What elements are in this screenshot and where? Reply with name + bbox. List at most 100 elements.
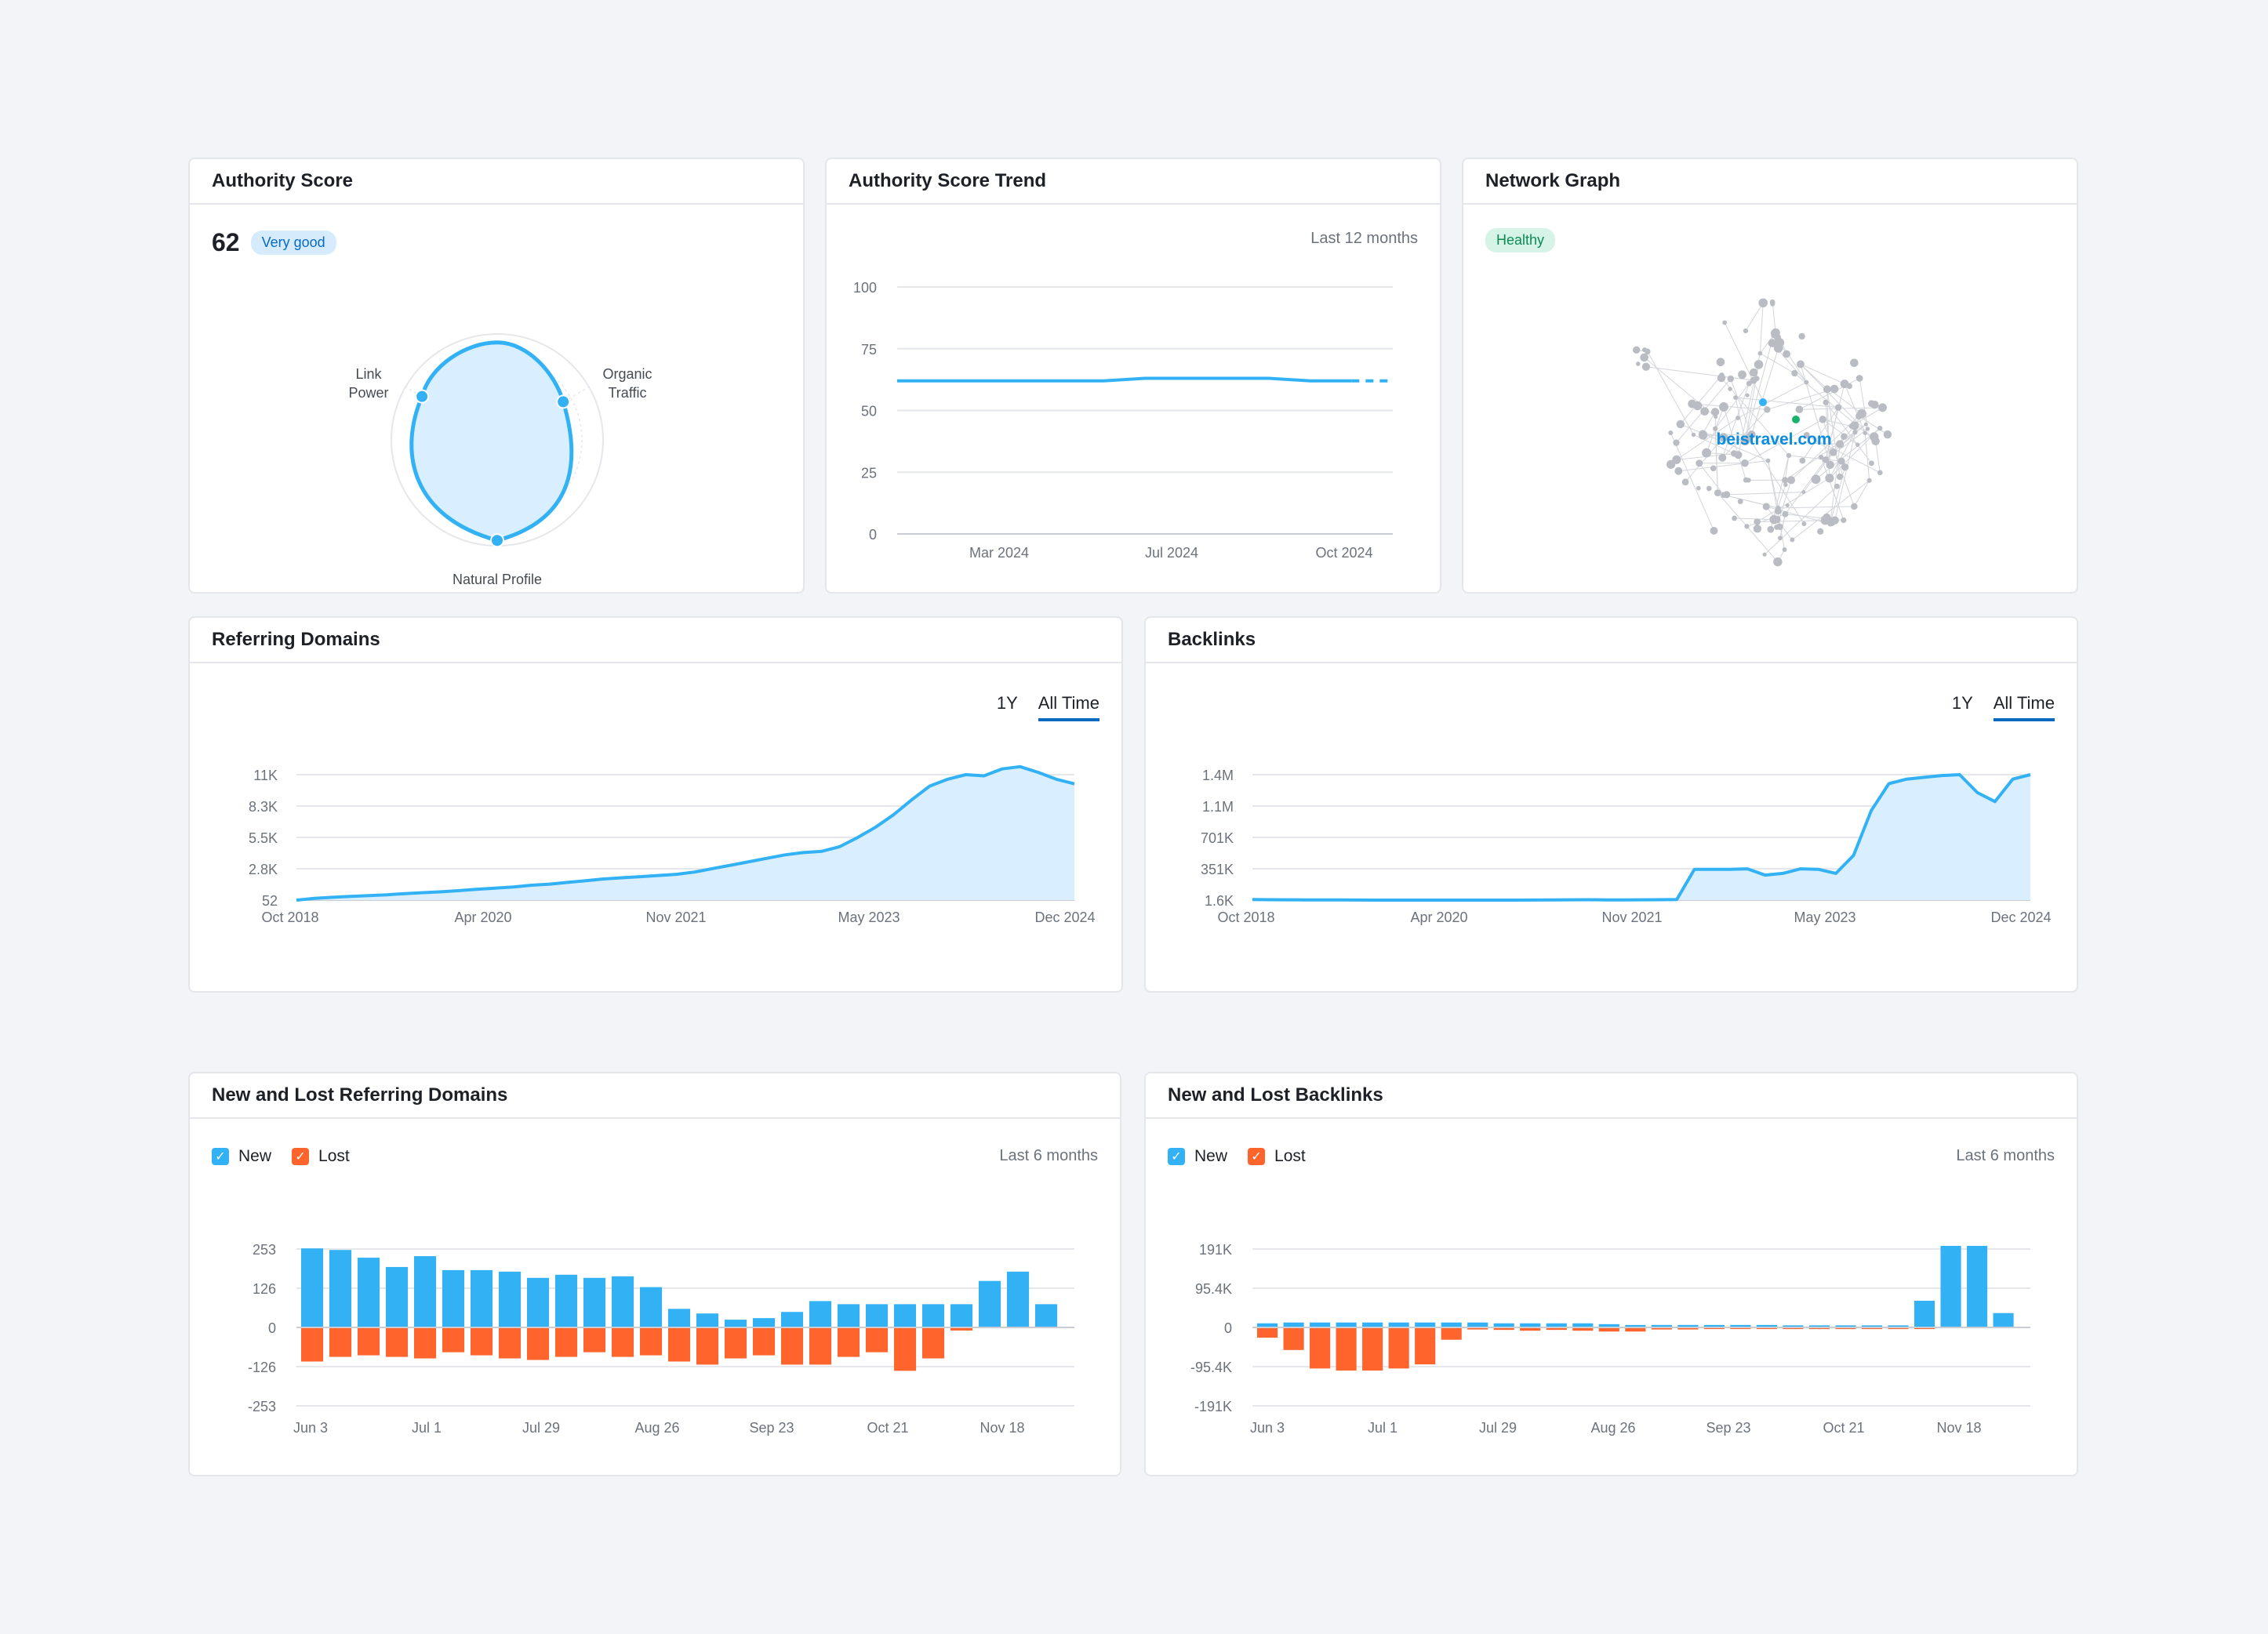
x-tick-label: Oct 21 (867, 1420, 908, 1436)
network-node (1770, 301, 1776, 307)
network-edge (1645, 366, 1754, 381)
x-tick-label: Sep 23 (1706, 1420, 1750, 1436)
bar-lost (1835, 1327, 1856, 1330)
network-edge (1676, 417, 1739, 460)
network-edge (1748, 438, 1805, 525)
bar-new (1467, 1322, 1488, 1327)
tab-1y[interactable]: 1Y (996, 693, 1018, 713)
radar-label-line: Link (355, 366, 382, 382)
tab-all-time[interactable]: All Time (1038, 693, 1099, 721)
network-edge (1778, 506, 1855, 509)
period-label: Last 6 months (999, 1147, 1098, 1164)
network-node (1866, 477, 1872, 483)
network-node (1798, 332, 1805, 340)
network-node (1767, 525, 1775, 533)
network-node (1745, 393, 1750, 398)
bar-lost (1257, 1327, 1278, 1338)
card-header: Network Graph (1463, 159, 2077, 205)
y-tick-label: 0 (268, 1320, 276, 1336)
status-badge: Healthy (1485, 228, 1556, 252)
tab-1y[interactable]: 1Y (1951, 693, 1973, 713)
network-node (1803, 432, 1810, 438)
network-node (1716, 358, 1725, 367)
bar-new (1756, 1324, 1777, 1327)
bar-lost (555, 1327, 578, 1357)
bar-new (583, 1277, 606, 1327)
network-node (1632, 346, 1641, 354)
network-node (1774, 524, 1780, 530)
bar-new (1835, 1325, 1856, 1327)
x-tick-label: Apr 2020 (454, 910, 511, 925)
network-node (1702, 448, 1711, 458)
network-node (1721, 492, 1727, 499)
bar-lost (640, 1327, 663, 1356)
x-tick-label: Apr 2020 (1410, 910, 1467, 925)
network-node (1727, 375, 1735, 383)
bar-lost (414, 1327, 437, 1359)
network-edge (1806, 434, 1881, 474)
y-tick-label: 351K (1201, 862, 1234, 877)
legend-lost[interactable]: ✓ Lost (292, 1147, 350, 1166)
bar-new (1388, 1322, 1409, 1327)
trend-line (897, 376, 1352, 383)
bar-lost (1493, 1327, 1514, 1331)
bar-lost (1808, 1327, 1830, 1330)
bar-new (1940, 1246, 1961, 1327)
bar-new (527, 1277, 550, 1327)
period-label: Last 12 months (1310, 230, 1418, 247)
bar-new (894, 1304, 917, 1327)
network-edge (1859, 416, 1888, 435)
network-node (1691, 432, 1696, 438)
y-tick-label: 0 (869, 527, 877, 543)
y-tick-label: 0 (1224, 1320, 1232, 1336)
network-node-primary (1759, 398, 1767, 406)
bar-new (1257, 1323, 1278, 1327)
network-edge (1765, 506, 1793, 540)
network-edge (1723, 494, 1779, 509)
bar-lost (725, 1327, 747, 1359)
bar-new (1861, 1325, 1883, 1327)
card-header: Authority Score Trend (827, 159, 1440, 205)
bar-lost (612, 1327, 634, 1357)
network-node (1836, 473, 1844, 481)
network-node (1700, 407, 1709, 416)
period-label: Last 6 months (1956, 1147, 2055, 1164)
chart-legend: ✓ New ✓ Lost (1168, 1147, 1306, 1166)
bar-new (1993, 1313, 2014, 1327)
bar-lost (1730, 1327, 1751, 1330)
network-edge (1644, 357, 1716, 417)
card-title: New and Lost Referring Domains (212, 1084, 508, 1106)
area-fill (296, 766, 1074, 900)
network-edge (1670, 432, 1714, 532)
network-node (1710, 526, 1718, 535)
network-edge (1721, 383, 1750, 459)
network-node (1841, 433, 1848, 441)
legend-new[interactable]: ✓ New (212, 1147, 271, 1166)
radar-label-line: Organic (602, 366, 652, 382)
network-node (1818, 454, 1824, 460)
tab-all-time[interactable]: All Time (1993, 693, 2055, 721)
legend-new[interactable]: ✓ New (1168, 1147, 1227, 1166)
network-node (1728, 387, 1732, 391)
network-node (1785, 503, 1790, 507)
network-node (1754, 376, 1760, 382)
legend-lost[interactable]: ✓ Lost (1248, 1147, 1306, 1166)
network-node (1676, 419, 1685, 429)
bar-new (329, 1250, 352, 1327)
network-node (1820, 516, 1830, 525)
bar-lost (1283, 1327, 1304, 1350)
radar-label-line: Power (348, 385, 388, 401)
network-node (1855, 442, 1860, 447)
radar-point-organic-traffic (556, 394, 571, 409)
network-node (1730, 450, 1738, 457)
x-tick-label: Jun 3 (293, 1420, 328, 1436)
network-node (1786, 476, 1796, 485)
legend-label: Lost (318, 1147, 350, 1165)
network-edge (1853, 480, 1870, 507)
y-tick-label: 95.4K (1195, 1281, 1232, 1297)
network-graph[interactable]: beistravel.com (1463, 205, 2077, 592)
bar-new (1651, 1324, 1672, 1327)
bar-lost (329, 1327, 352, 1357)
bar-new (1007, 1271, 1030, 1327)
x-tick-label: Jul 1 (412, 1420, 442, 1436)
